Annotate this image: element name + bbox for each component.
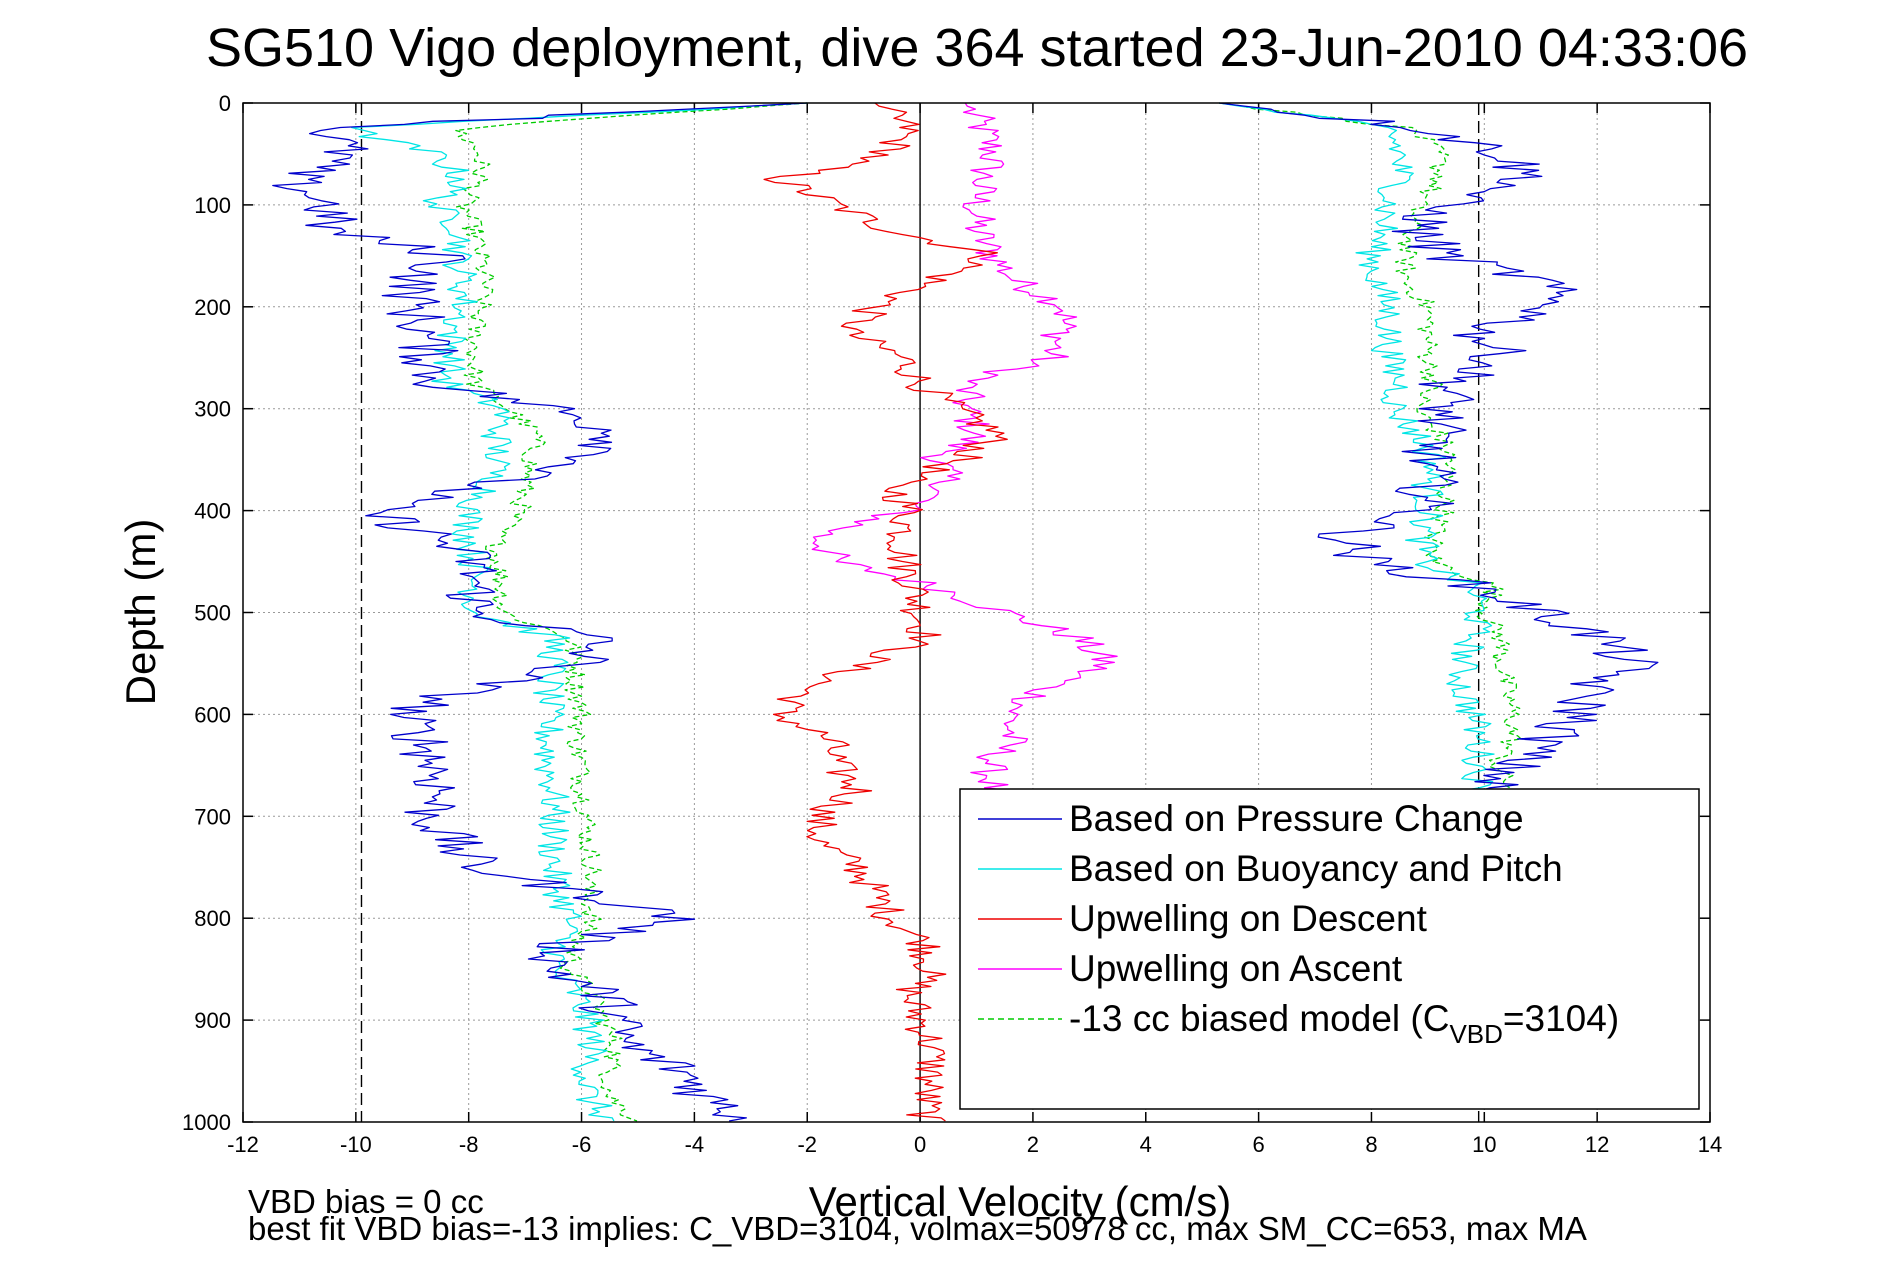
series-line-descent [350, 102, 808, 1122]
x-tick-label: -2 [797, 1132, 817, 1157]
y-axis-label: Depth (m) [117, 519, 164, 706]
footer-line-2: best fit VBD bias=-13 implies: C_VBD=310… [248, 1210, 1587, 1247]
y-tick-label: 700 [194, 804, 231, 829]
plot-frame [242, 102, 1711, 1123]
series-line-ascent [1219, 102, 1495, 792]
legend-label: Based on Buoyancy and Pitch [1069, 848, 1563, 889]
chart-title: SG510 Vigo deployment, dive 364 started … [206, 18, 1748, 78]
y-tick-label: 1000 [182, 1110, 231, 1135]
x-tick-label: -4 [685, 1132, 705, 1157]
legend-box [959, 788, 1700, 1110]
x-tick-label: 2 [1027, 1132, 1039, 1157]
x-tick-label: -6 [572, 1132, 592, 1157]
y-tick-label: 600 [194, 702, 231, 727]
y-tick-label: 800 [194, 906, 231, 931]
x-tick-label: 8 [1365, 1132, 1377, 1157]
y-tick-label: 100 [194, 193, 231, 218]
series-line-descent [763, 102, 1008, 1122]
y-tick-label: 900 [194, 1008, 231, 1033]
series-line-descent [272, 102, 808, 1122]
y-tick-label: 0 [219, 91, 231, 116]
legend-label: Upwelling on Ascent [1069, 948, 1403, 989]
footer-line-1: VBD bias = 0 cc [248, 1183, 484, 1220]
legend-label: Based on Pressure Change [1069, 798, 1524, 839]
series-group [272, 102, 1659, 1122]
x-tick-label: 10 [1472, 1132, 1496, 1157]
series-line-ascent [1219, 102, 1659, 792]
legend: Based on Pressure Change Based on Buoyanc… [959, 788, 1700, 1110]
y-tick-labels: 0 100 200 300 400 500 600 700 800 900 1000 [182, 91, 231, 1135]
series-line-ascent [1219, 102, 1522, 791]
series-line-descent [455, 102, 808, 1122]
x-tick-labels: -12 -10 -8 -6 -4 -2 0 2 4 6 8 10 12 14 [227, 1132, 1722, 1157]
y-tick-label: 400 [194, 499, 231, 524]
x-tick-label: 4 [1140, 1132, 1152, 1157]
x-tick-label: 12 [1585, 1132, 1609, 1157]
legend-label: -13 cc biased model (CVBD=3104) [1069, 998, 1619, 1049]
series-line-descent [811, 102, 1118, 792]
x-tick-label: 0 [914, 1132, 926, 1157]
x-tick-label: -10 [340, 1132, 372, 1157]
y-tick-label: 500 [194, 601, 231, 626]
x-tick-label: 6 [1252, 1132, 1264, 1157]
legend-label: Upwelling on Descent [1069, 898, 1428, 939]
y-tick-label: 200 [194, 295, 231, 320]
x-tick-label: -8 [459, 1132, 479, 1157]
x-tick-label: -12 [227, 1132, 259, 1157]
y-tick-label: 300 [194, 397, 231, 422]
x-tick-label: 14 [1698, 1132, 1722, 1157]
x-axis-label: Vertical Velocity (cm/s) [809, 1178, 1231, 1225]
